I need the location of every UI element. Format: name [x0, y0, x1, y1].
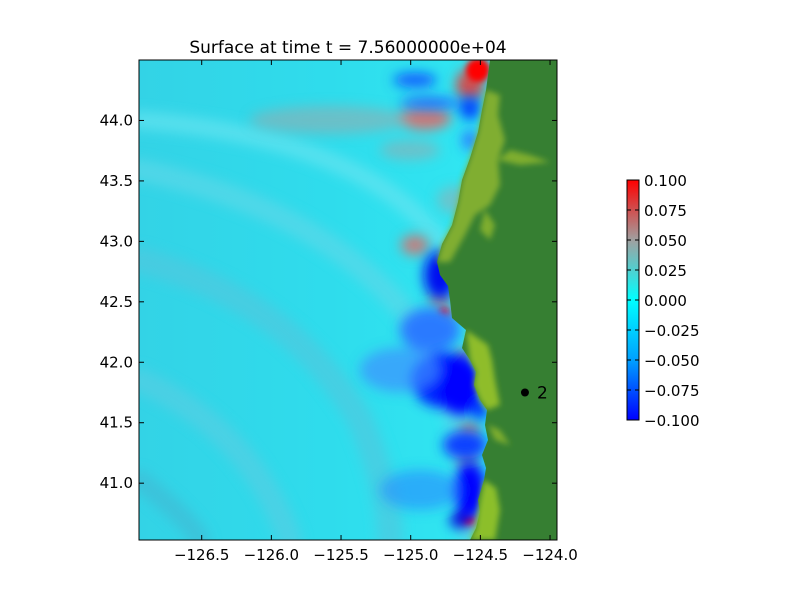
axes-frame	[138, 59, 558, 541]
colorbar-tick-label: 0.000	[644, 292, 687, 310]
gauge-label: 2	[537, 383, 548, 403]
colorbar-tick-label: 0.050	[644, 232, 687, 250]
colorbar-tick-label: 0.025	[644, 262, 687, 280]
x-tick-label: −124.0	[522, 546, 578, 564]
x-tick-label: −125.5	[313, 546, 369, 564]
colorbar-tick-label: −0.100	[644, 412, 700, 430]
colorbar-tick-label: −0.025	[644, 322, 700, 340]
y-tick-label: 41.0	[100, 474, 133, 492]
gauge-point	[520, 388, 529, 397]
plot-area	[139, 60, 557, 540]
coastal-fringe	[437, 90, 550, 540]
y-tick-label: 43.0	[100, 232, 133, 250]
gauge-markers: 2	[520, 383, 548, 403]
colorbar: 0.100 0.075 0.050 0.025 0.000 −0.025 −0.050 −0.…	[626, 172, 700, 430]
y-tick-label: 44.0	[100, 111, 133, 129]
colorbar-tick-label: −0.050	[644, 352, 700, 370]
x-axis: −126.5 −126.0 −125.5 −125.0 −124.5 −124.0	[174, 60, 578, 564]
colorbar-tick-label: 0.075	[644, 202, 687, 220]
colorbar-tick-label: −0.075	[644, 382, 700, 400]
y-tick-label: 42.0	[100, 353, 133, 371]
negative-anomalies	[360, 73, 488, 528]
x-tick-label: −126.5	[174, 546, 230, 564]
colorbar-tick-label: 0.100	[644, 172, 687, 190]
chart-title: Surface at time t = 7.56000000e+04	[189, 38, 506, 58]
y-tick-label: 41.5	[100, 414, 133, 432]
x-tick-label: −126.0	[244, 546, 300, 564]
y-axis: 41.0 41.5 42.0 42.5 43.0 43.5 44.0	[100, 111, 557, 492]
colorbar-ticks: 0.100 0.075 0.050 0.025 0.000 −0.025 −0.050 −0.…	[627, 172, 700, 430]
y-tick-label: 43.5	[100, 172, 133, 190]
x-tick-label: −124.5	[453, 546, 509, 564]
y-tick-label: 42.5	[100, 293, 133, 311]
x-tick-label: −125.0	[383, 546, 439, 564]
